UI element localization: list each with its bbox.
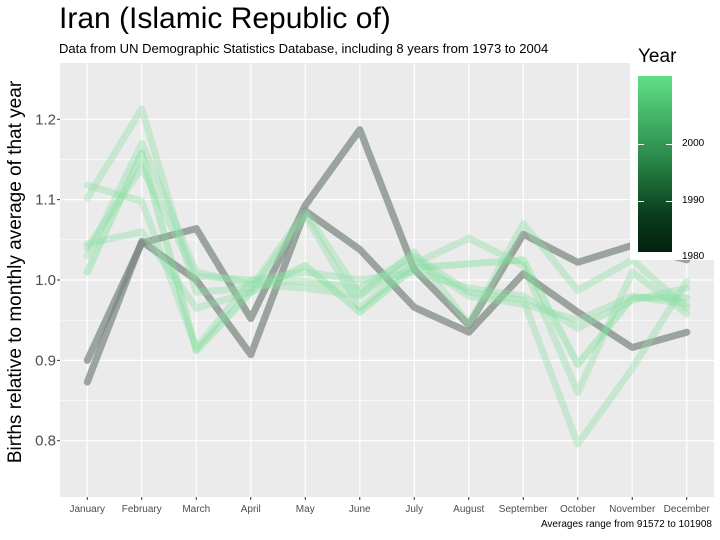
x-tick-label: May [296,504,315,515]
x-tick-label: January [69,504,105,515]
chart-subtitle: Data from UN Demographic Statistics Data… [59,41,549,56]
x-tick-label: October [560,504,596,515]
x-tick-label: August [453,504,484,515]
series-line [83,212,691,396]
legend-tick-label: 1980 [682,251,705,262]
x-tick-label: April [241,504,261,515]
y-tick-label: 1.1 [35,192,56,209]
x-tick-label: June [349,504,371,515]
y-tick-label: 0.8 [35,433,56,450]
y-tick-label: 1.0 [35,272,56,289]
series-line [83,164,691,332]
series-line [83,181,691,448]
legend-tick-label: 1990 [682,195,705,206]
series-line [83,149,691,368]
chart-caption: Averages range from 91572 to 101908 [540,519,712,530]
series-line [83,126,691,364]
year-legend: Year 2000 1990 1980 [630,44,714,262]
x-tick-label: September [499,504,549,515]
x-tick-label: December [664,504,711,515]
series-line [83,105,691,328]
x-tick-label: March [182,504,210,515]
legend-colorbar [638,76,672,252]
series-line [83,139,691,324]
chart-title: Iran (Islamic Republic of) [59,2,391,35]
series-line [83,207,691,386]
x-tick-label: November [609,504,656,515]
y-tick-label: 1.2 [35,111,56,128]
x-tick-label: February [122,504,162,515]
legend-tick-label: 2000 [682,138,705,149]
y-tick-label: 0.9 [35,352,56,369]
x-tick-label: July [405,504,423,515]
legend-title: Year [638,46,677,67]
